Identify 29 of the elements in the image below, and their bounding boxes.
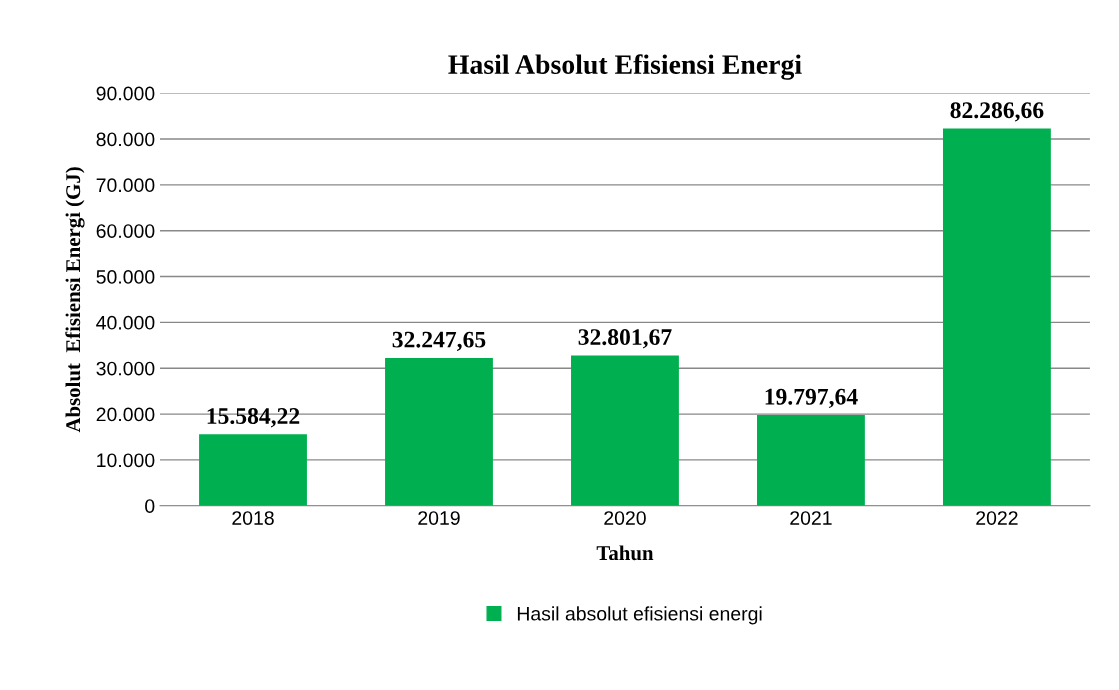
bar [942, 128, 1051, 506]
y-tick-label: 20.000 [96, 407, 155, 422]
x-tick-label: 2018 [232, 511, 274, 525]
y-tick-label: 80.000 [96, 132, 155, 147]
y-tick-label: 0 [145, 499, 155, 514]
chart-title: Hasil Absolut Efisiensi Energi [448, 54, 802, 80]
y-tick-label: 70.000 [96, 178, 155, 193]
bar [199, 434, 307, 506]
data-label: 19.797,64 [765, 388, 858, 409]
y-tick-label: 60.000 [96, 224, 155, 238]
y-tick-label: 40.000 [96, 315, 155, 330]
y-axis-title: Absolut Efisiensi Energi (GJ) [65, 167, 85, 433]
x-tick-label: 2019 [418, 511, 460, 525]
x-axis-title: Tahun [596, 545, 654, 561]
x-tick-label: 2021 [790, 511, 832, 525]
data-label: 32.801,67 [578, 329, 672, 349]
x-tick-label: 2020 [604, 511, 646, 525]
y-tick-label: 30.000 [96, 361, 155, 376]
data-label: 15.584,22 [207, 408, 300, 428]
y-tick-label: 90.000 [96, 86, 155, 101]
bar [757, 415, 865, 506]
x-tick-label: 2022 [976, 511, 1018, 525]
y-tick-label: 50.000 [96, 270, 155, 284]
legend-label: Hasil absolut efisiensi energi [517, 606, 762, 625]
bar [571, 355, 679, 506]
data-label: 32.247,65 [392, 331, 486, 351]
y-tick-label: 10.000 [97, 453, 155, 468]
bar [385, 357, 493, 506]
data-label: 82.286,66 [950, 102, 1044, 122]
